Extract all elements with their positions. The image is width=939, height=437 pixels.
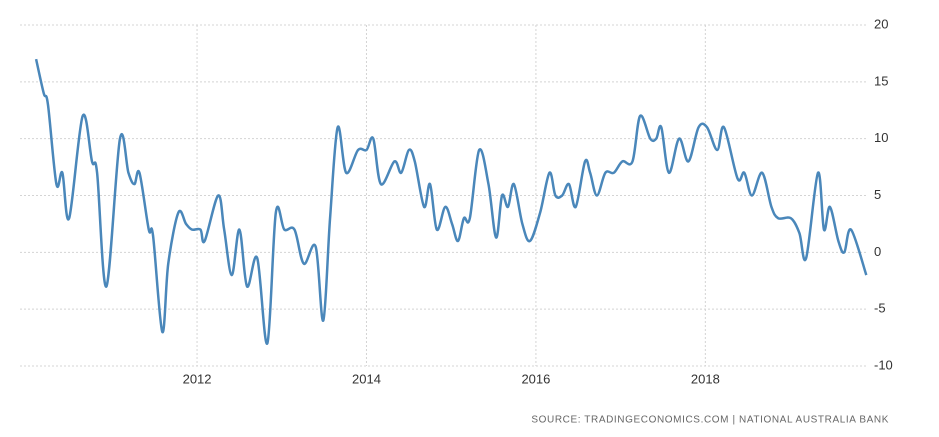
y-tick-label: 10 [874, 130, 888, 145]
y-tick-label: 15 [874, 73, 888, 88]
y-tick-label: -5 [874, 301, 886, 316]
x-tick-label: 2016 [521, 371, 550, 386]
x-tick-label: 2018 [691, 371, 720, 386]
y-tick-label: 5 [874, 187, 881, 202]
x-tick-label: 2014 [352, 371, 381, 386]
x-tick-label: 2012 [183, 371, 212, 386]
data-line [34, 58, 868, 345]
y-tick-label: -10 [874, 357, 893, 372]
y-tick-label: 20 [874, 16, 888, 31]
source-note: SOURCE: TRADINGECONOMICS.COM | NATIONAL … [531, 415, 889, 426]
y-tick-label: 0 [874, 244, 881, 259]
